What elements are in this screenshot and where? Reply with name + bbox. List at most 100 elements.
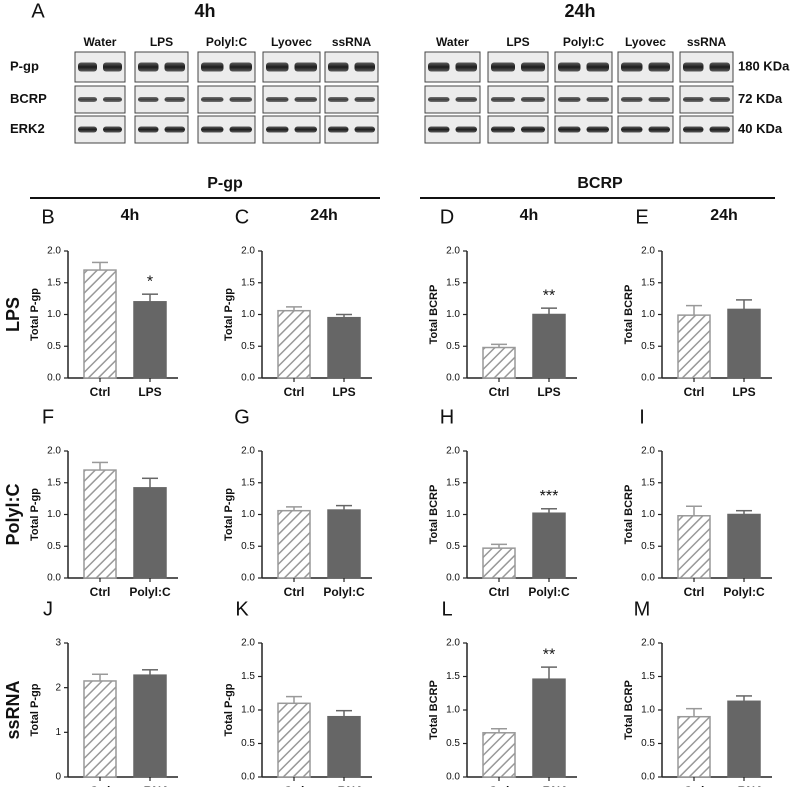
x-tick-label: LPS [138,385,161,399]
y-tick-label: 0.5 [446,738,460,749]
y-tick-label: 1.0 [241,309,255,320]
panel-letter: H [440,406,454,428]
blot-band [455,97,477,102]
lane-label: Polyl:C [563,35,605,49]
y-tick-label: 1.5 [641,277,655,288]
bar [277,509,311,579]
significance: * [147,273,153,290]
y-tick-label: 1.0 [641,509,655,520]
x-tick-label: ssRNA [324,784,364,787]
bar [677,314,711,379]
y-tick-label: 1.5 [641,671,655,682]
y-tick-label: 0.0 [47,573,61,584]
y-axis-label: Total BCRP [623,285,635,345]
time-label: 4h [194,1,215,21]
y-tick-label: 3 [55,638,61,649]
y-tick-label: 2.0 [241,246,255,257]
section-title: BCRP [577,175,623,192]
lane-label: Lyovec [271,35,312,49]
y-axis-label: Total BCRP [428,485,440,545]
bar [727,513,761,579]
bar [83,469,117,579]
panel-letter: D [440,206,454,228]
bar [83,680,117,778]
blot-band [521,126,545,133]
blot-band [78,97,97,102]
blot-band [428,97,450,102]
y-tick-label: 1 [55,727,61,738]
lane-label: Water [436,35,469,49]
panel-letter: A [31,0,45,22]
time-label: 24h [710,207,738,224]
blot-row-label: BCRP [10,91,47,106]
panel-letter: J [43,598,53,620]
blot-band [229,97,252,102]
y-tick-label: 0.5 [47,341,61,352]
y-tick-label: 2.0 [241,638,255,649]
y-tick-label: 1.0 [241,509,255,520]
blot-band [294,62,317,72]
y-axis-label: Total P-gp [223,488,235,541]
blot-band [709,62,730,72]
blot-band [683,97,704,102]
row-label: ssRNA [3,680,23,739]
y-tick-label: 2.0 [446,446,460,457]
blot-band [266,126,289,133]
x-tick-label: ssRNA [529,784,569,787]
lane-label: LPS [150,35,173,49]
blot-band [586,62,609,72]
blot-band [428,126,450,133]
x-tick-label: Ctrl [90,585,111,599]
blot-band [586,97,609,102]
x-tick-label: LPS [537,385,560,399]
blot-band [229,126,252,133]
panel-letter: C [235,206,249,228]
blot-band [103,97,122,102]
panel-letter: F [42,406,54,428]
y-tick-label: 2.0 [241,446,255,457]
x-tick-label: Polyl:C [528,585,570,599]
y-tick-label: 0.5 [47,541,61,552]
blot-band [103,126,122,133]
bar [482,732,516,778]
time-label: 24h [564,1,595,21]
blot-band [103,62,122,72]
blot-band [683,126,704,133]
bar [482,547,516,579]
lane-label: Lyovec [625,35,666,49]
y-tick-label: 0.0 [446,573,460,584]
blot-band [648,62,670,72]
blot-band [455,62,477,72]
blot-band [621,126,643,133]
panel-letter: I [639,406,645,428]
bar [133,301,167,379]
blot-band [709,97,730,102]
y-tick-label: 0 [55,772,61,783]
y-tick-label: 0.5 [446,341,460,352]
blot-band [709,126,730,133]
blot-band [558,97,581,102]
y-tick-label: 0.5 [641,341,655,352]
y-tick-label: 1.0 [47,309,61,320]
bar [727,700,761,778]
size-label: 180 KDa [738,58,790,73]
x-tick-label: Ctrl [90,784,111,787]
bar [327,509,361,579]
blot-row-label: ERK2 [10,121,45,136]
blot-band [138,62,159,72]
blot-band [428,62,450,72]
blot-band [621,97,643,102]
bar [133,674,167,778]
panel-letter: L [441,598,452,620]
x-tick-label: Ctrl [284,385,305,399]
y-tick-label: 2 [55,682,61,693]
y-tick-label: 1.0 [641,705,655,716]
blot-band [328,62,349,72]
blot-band [138,97,159,102]
y-tick-label: 2.0 [47,246,61,257]
bar [83,269,117,379]
bar [482,346,516,379]
y-tick-label: 2.0 [47,446,61,457]
panel-letter: G [234,406,250,428]
time-label: 4h [520,207,539,224]
